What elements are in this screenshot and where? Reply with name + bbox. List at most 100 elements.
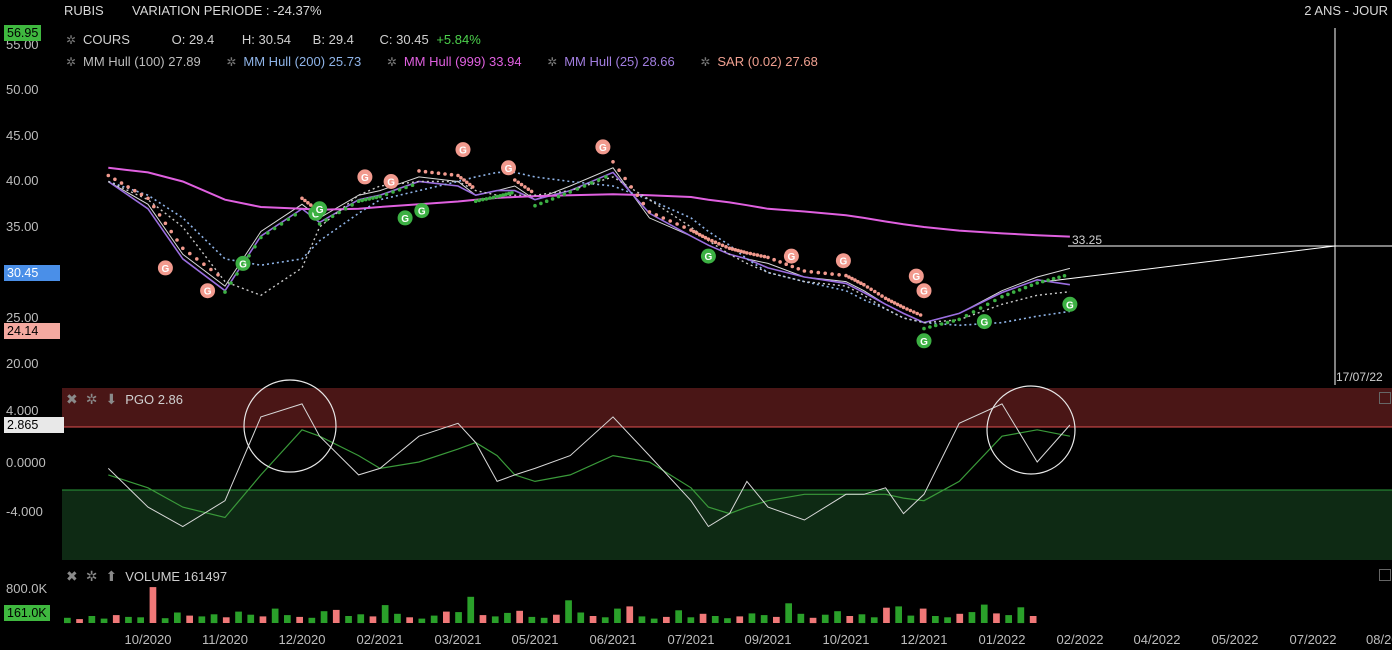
gear-icon[interactable]: ✲ [700, 55, 711, 69]
sar-dot [286, 217, 291, 222]
signal-marker [312, 201, 328, 217]
sar-dot [837, 273, 841, 277]
sar-dot [529, 189, 534, 194]
signal-marker-letter: G [788, 252, 796, 263]
volume-bar [381, 605, 389, 623]
pgo-title: PGO 2.86 [125, 392, 184, 407]
sar-dot [772, 257, 776, 262]
volume-bar [577, 612, 585, 623]
arrow-down-icon[interactable]: ⬇ [105, 391, 118, 407]
sar-dot [844, 273, 848, 278]
sar-dot [784, 262, 788, 267]
gear-icon[interactable]: ✲ [85, 568, 98, 584]
period-selector[interactable]: 2 ANS - JOUR [1304, 3, 1388, 18]
sar-dot [550, 197, 555, 201]
pgo-signal-line [108, 429, 1071, 519]
volume-bar [491, 616, 499, 623]
sar-dot [689, 228, 693, 232]
sar-dot [1023, 285, 1028, 290]
volume-bar [430, 615, 438, 623]
sar-dot [675, 222, 679, 226]
maximize-icon[interactable] [1379, 569, 1391, 581]
volume-bar [296, 616, 303, 623]
sar-dot [477, 198, 482, 203]
sar-dot [1011, 290, 1016, 294]
sar-dot [504, 192, 508, 197]
sar-dot [1046, 278, 1050, 283]
sar-dot [468, 182, 472, 187]
sar-dot [617, 168, 621, 172]
signal-marker [414, 203, 430, 219]
pgo-overbought-zone [62, 388, 1392, 427]
sar-dot [223, 290, 227, 294]
arrow-up-icon[interactable]: ⬆ [105, 568, 118, 584]
volume-bar [308, 617, 316, 624]
low-value: 29.4 [328, 32, 354, 47]
x-axis-label: 10/2020 [124, 632, 172, 647]
pgo-last-tag: 2.865 [4, 417, 64, 433]
sar-dot [859, 281, 863, 286]
volume-bar [516, 610, 523, 624]
sar-dot [465, 180, 469, 185]
gear-icon[interactable]: ✲ [226, 55, 237, 69]
volume-bar [553, 614, 560, 623]
signal-marker-letter: G [387, 178, 395, 189]
signal-marker [357, 169, 373, 185]
sar-dot [912, 310, 916, 314]
sar-dot [495, 194, 499, 199]
sar-dot [181, 246, 185, 251]
gear-icon[interactable]: ✲ [66, 55, 77, 69]
legend-hull-100: MM Hull (100) 27.89 [83, 54, 201, 69]
volume-bar [993, 613, 1000, 623]
close-icon[interactable]: ✖ [66, 391, 78, 407]
maximize-icon[interactable] [1379, 392, 1391, 404]
period-variation: VARIATION PERIODE : -24.37% [132, 3, 322, 18]
volume-bar [479, 615, 487, 623]
sar-dot [816, 270, 821, 275]
high-price-tag: 56.95 [4, 25, 42, 41]
volume-bar [1005, 615, 1012, 623]
close-value: 30.45 [396, 32, 429, 47]
sar-dot [682, 225, 686, 229]
close-icon[interactable]: ✖ [66, 568, 78, 584]
volume-bar [320, 611, 328, 623]
volume-bar [161, 618, 169, 623]
volume-bar [418, 618, 426, 623]
gear-icon[interactable]: ✲ [547, 55, 558, 69]
signal-marker-letter: G [840, 257, 848, 268]
sar-dot [343, 206, 348, 211]
price-series-line [107, 171, 1071, 324]
sar-dot [491, 195, 496, 200]
sar-dot [410, 183, 415, 187]
sar-dot [809, 270, 814, 274]
sar-dot [922, 326, 926, 331]
sar-dot [641, 201, 646, 206]
sar-dot [169, 229, 173, 234]
sar-dot [918, 313, 923, 317]
gear-icon[interactable]: ✲ [85, 391, 98, 407]
gear-icon[interactable]: ✲ [386, 55, 397, 69]
sar-dot [459, 176, 463, 180]
volume-bar [907, 615, 915, 623]
x-axis-label: 09/2021 [744, 632, 792, 647]
signal-marker [235, 255, 251, 271]
sar-dot [266, 231, 270, 235]
gear-icon[interactable]: ✲ [66, 33, 77, 47]
sar-dot [378, 194, 382, 199]
sar-dot [654, 213, 659, 217]
volume-bar [64, 617, 71, 624]
sar-dot [898, 304, 903, 308]
sar-dot [985, 302, 990, 307]
sar-dot [939, 322, 944, 326]
sar-dot [850, 276, 854, 281]
volume-bar [638, 616, 646, 623]
sar-dot [195, 257, 199, 261]
volume-bar [88, 616, 96, 623]
volume-bar [821, 614, 829, 623]
volume-bar [968, 612, 976, 623]
signal-marker [976, 314, 992, 330]
sar-dot [300, 196, 304, 201]
sar-dot [272, 226, 277, 231]
price-tick: 25.00 [6, 310, 39, 325]
